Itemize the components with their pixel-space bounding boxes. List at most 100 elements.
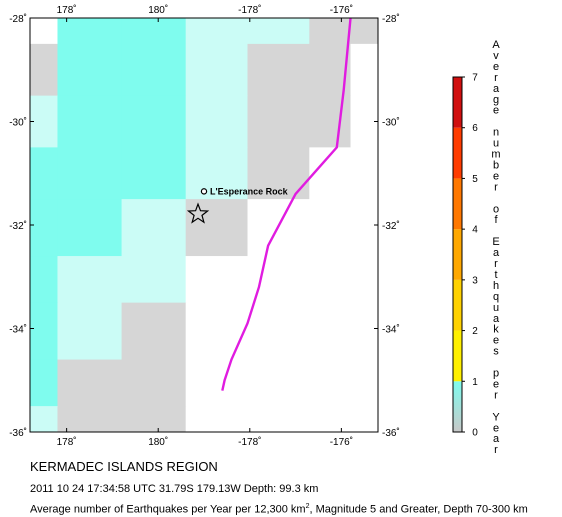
legend-title-char: A [492,39,500,51]
grid-cell [350,302,379,361]
grid-cell [185,302,248,361]
x-tick-label: 178˚ [57,4,77,16]
grid-cell [350,43,379,97]
x-tick-label: 180˚ [148,4,168,16]
legend-segment [453,178,462,230]
legend-title-char: n [493,127,499,139]
x-tick-label: -178˚ [238,436,261,448]
legend-title-char: a [493,433,500,445]
legend-color-bar [452,76,463,433]
legend-segment [453,279,462,331]
legend-tick-label: 0 [472,428,478,439]
legend-tick-label: 1 [472,377,478,388]
legend-title-char: r [494,181,498,193]
legend-title-char: r [494,389,498,401]
legend-title-char: e [493,422,499,434]
legend-title-char: g [493,94,499,106]
legend-title-char: Y [492,411,500,423]
region-title: KERMADEC ISLANDS REGION [30,459,218,474]
event-details: 2011 10 24 17:34:58 UTC 31.79S 179.13W D… [30,483,319,495]
legend-title-char: s [493,346,499,358]
grid-cell [350,18,379,45]
grid-cell [247,256,310,304]
legend-title-char: r [494,72,498,84]
legend-tick-label: 4 [472,225,478,236]
legend-bar-outline [452,76,463,433]
legend-title-char: a [493,313,500,325]
map-note: Average number of Earthquakes per Year p… [30,503,528,516]
map-axes: 178˚ 178˚ 180˚ 180˚ -178˚ -178˚ -176˚ -176˚ -28˚… [9,4,400,448]
grid-cell [309,95,352,148]
map-note-text: Average number of Earthquakes per Year p… [30,503,306,516]
grid-cell [121,199,187,257]
legend-segment [453,127,462,179]
color-legend: 0 1 2 3 4 5 6 7 AveragenumberofEarthquakesperYe… [452,39,501,456]
legend-segment [453,77,462,128]
y-tick-label: -30˚ [382,117,400,129]
legend-title-char: k [493,324,499,336]
grid-cell [30,406,58,433]
grid-cell [121,18,187,45]
grid-cell [57,43,123,97]
grid-cell [350,147,379,200]
legend-title-char: q [493,291,499,303]
grid-cell [57,406,123,433]
grid-cell [121,147,187,200]
rate-grid [30,18,379,433]
y-tick-label: -36˚ [9,427,27,439]
legend-title-char: e [493,378,499,390]
legend-tick-label: 3 [472,275,478,286]
place-marker: L'Esperance Rock [200,186,289,196]
grid-cell [247,43,310,97]
grid-cell [350,406,379,433]
y-tick-label: -34˚ [9,324,27,336]
grid-cell [57,147,123,200]
legend-title-char: e [493,335,499,347]
legend-segment [453,330,462,382]
grid-cell [121,359,187,407]
grid-cell [30,199,58,257]
legend-title-char: e [493,170,499,182]
grid-cell [247,95,310,148]
legend-title-char: a [493,83,500,95]
legend-tick-label: 6 [472,123,478,134]
legend-title-char: o [493,203,499,215]
grid-cell [247,302,310,361]
legend-title-char: m [491,149,500,161]
legend-tick-label: 7 [472,73,478,84]
grid-cell [309,199,352,257]
grid-cell [350,199,379,257]
legend-title-char: e [493,61,499,73]
y-tick-label: -34˚ [382,324,400,336]
legend-tick-label: 2 [472,326,478,337]
grid-cell [30,302,58,361]
grid-cell [185,256,248,304]
y-tick-label: -28˚ [382,13,400,25]
grid-cell [309,18,352,45]
grid-cell [121,256,187,304]
x-tick-label: 178˚ [57,436,77,448]
grid-cell [57,359,123,407]
y-tick-label: -36˚ [382,427,400,439]
grid-cell [185,147,248,200]
legend-title-char: r [494,258,498,270]
grid-cell [121,95,187,148]
legend-title-char: a [493,247,500,259]
grid-cell [121,406,187,433]
grid-cell [309,256,352,304]
grid-cell [57,18,123,45]
legend-title-char: e [493,105,499,117]
grid-cell [185,359,248,407]
grid-cell [185,18,248,45]
grid-cell [30,359,58,407]
grid-cell [57,95,123,148]
grid-cell [185,199,248,257]
plate-boundary-line [221,17,352,391]
grid-cell [309,359,352,407]
place-dot [200,188,208,195]
grid-cell [185,406,248,433]
legend-title-char: r [494,444,498,456]
legend-tick-label: 5 [472,174,478,185]
legend-title-char: t [494,269,497,281]
